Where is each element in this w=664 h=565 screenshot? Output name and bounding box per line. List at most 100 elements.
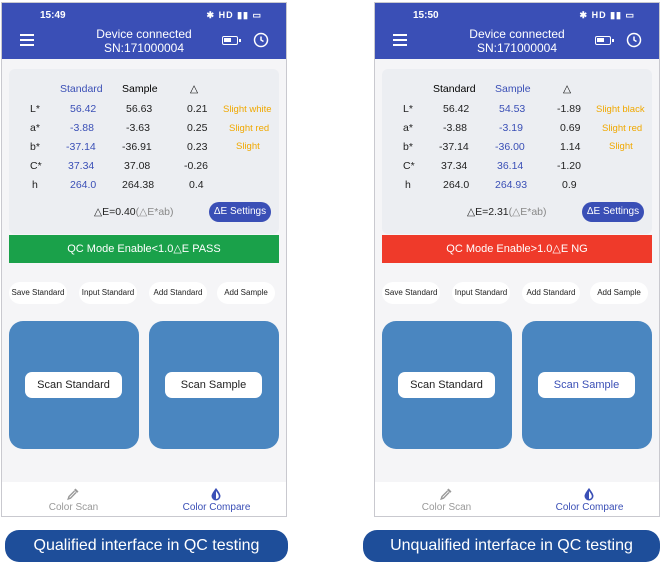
standard-value: -37.14	[66, 141, 96, 153]
nav-color-scan[interactable]: Color Scan	[375, 482, 518, 516]
eyedropper-icon	[67, 488, 79, 501]
delta-e-unit: (△E*ab)	[508, 206, 547, 218]
delta-e-readout: △E=0.40(△E*ab)	[94, 206, 174, 218]
standard-value: 37.34	[68, 160, 95, 172]
row-label: L*	[403, 103, 413, 115]
status-bar: 15:49 ✱ HD ▮▮ ▭	[2, 8, 286, 22]
add-sample-button[interactable]: Add Sample	[590, 282, 648, 304]
column-header-delta: △	[563, 83, 572, 95]
scan-standard-button[interactable]: Scan Standard	[25, 372, 122, 398]
delta-value: 1.14	[560, 141, 581, 153]
scan-sample-tile[interactable]: Scan Sample	[522, 321, 652, 449]
sample-value: 264.93	[495, 179, 528, 191]
nav-color-scan[interactable]: Color Scan	[2, 482, 145, 516]
sample-value: 56.63	[126, 103, 153, 115]
clock-icon[interactable]	[626, 32, 642, 48]
qc-result-banner: QC Mode Enable>1.0△E NG	[382, 235, 652, 263]
sample-value: -3.63	[126, 122, 150, 134]
standard-value: 56.42	[443, 103, 470, 115]
eyedropper-icon	[440, 488, 452, 501]
standard-value: -37.14	[439, 141, 469, 153]
standard-value: 264.0	[70, 179, 97, 191]
clock-icon[interactable]	[253, 32, 269, 48]
status-time: 15:50	[413, 10, 439, 21]
status-bar: 15:50 ✱ HD ▮▮ ▭	[375, 8, 659, 22]
input-standard-button[interactable]: Input Standard	[452, 282, 510, 304]
input-standard-button[interactable]: Input Standard	[79, 282, 137, 304]
bottom-navigation: Color Scan Color Compare	[2, 482, 286, 516]
nav-color-compare[interactable]: Color Compare	[145, 482, 286, 516]
row-label: a*	[403, 122, 413, 134]
phone-screen-unqualified: 15:50 ✱ HD ▮▮ ▭ Device connected SN:1710…	[374, 2, 660, 517]
scan-sample-button[interactable]: Scan Sample	[165, 372, 262, 398]
delta-value: 0.9	[562, 179, 577, 191]
save-standard-button[interactable]: Save Standard	[9, 282, 67, 304]
caption-unqualified: Unqualified interface in QC testing	[363, 530, 660, 562]
save-standard-button[interactable]: Save Standard	[382, 282, 440, 304]
sample-value: -36.91	[122, 141, 152, 153]
delta-e-unit: (△E*ab)	[135, 206, 174, 218]
standard-value: 264.0	[443, 179, 470, 191]
color-drop-icon	[584, 488, 594, 501]
row-label: C*	[403, 160, 415, 172]
delta-value: 0.4	[189, 179, 204, 191]
delta-value: 0.23	[187, 141, 208, 153]
nav-color-compare[interactable]: Color Compare	[518, 482, 659, 516]
system-status-icons: ✱ HD ▮▮ ▭	[206, 10, 262, 20]
scan-sample-button[interactable]: Scan Sample	[538, 372, 635, 398]
color-drop-icon	[211, 488, 221, 501]
delta-e-readout: △E=2.31(△E*ab)	[467, 206, 547, 218]
add-standard-button[interactable]: Add Standard	[149, 282, 207, 304]
row-label: h	[32, 179, 38, 191]
nav-label-color-compare: Color Compare	[555, 502, 624, 513]
nav-label-color-scan: Color Scan	[48, 502, 99, 513]
delta-e-settings-button[interactable]: ΔE Settings	[209, 202, 271, 222]
nav-label-color-scan: Color Scan	[421, 502, 472, 513]
color-difference-note: Slight red	[602, 123, 643, 134]
row-label: h	[405, 179, 411, 191]
column-header-sample: Sample	[122, 83, 158, 95]
status-time: 15:49	[40, 10, 66, 21]
delta-e-settings-button[interactable]: ΔE Settings	[582, 202, 644, 222]
connection-status: Device connected	[469, 27, 565, 41]
column-header-delta: △	[190, 83, 199, 95]
column-header-sample: Sample	[495, 83, 531, 95]
sample-value: 54.53	[499, 103, 526, 115]
add-sample-button[interactable]: Add Sample	[217, 282, 275, 304]
delta-value: 0.25	[187, 122, 208, 134]
delta-value: -0.26	[184, 160, 208, 172]
connection-status: Device connected	[96, 27, 192, 41]
action-button-row: Save Standard Input Standard Add Standar…	[375, 282, 659, 304]
row-label: b*	[30, 141, 40, 153]
scan-standard-tile[interactable]: Scan Standard	[382, 321, 512, 449]
system-status-icons: ✱ HD ▮▮ ▭	[579, 10, 635, 20]
battery-icon	[595, 36, 614, 45]
scan-standard-button[interactable]: Scan Standard	[398, 372, 495, 398]
device-serial: SN:171000004	[103, 41, 185, 55]
menu-icon[interactable]	[393, 34, 407, 46]
standard-value: -3.88	[443, 122, 467, 134]
scan-sample-tile[interactable]: Scan Sample	[149, 321, 279, 449]
scan-standard-tile[interactable]: Scan Standard	[9, 321, 139, 449]
row-label: L*	[30, 103, 40, 115]
delta-value: 0.21	[187, 103, 208, 115]
delta-e-value: △E=2.31	[467, 206, 509, 218]
delta-value: -1.20	[557, 160, 581, 172]
sample-value: 264.38	[122, 179, 155, 191]
row-label: C*	[30, 160, 42, 172]
color-difference-note: Slight	[609, 141, 633, 152]
standard-value: -3.88	[70, 122, 94, 134]
standard-value: 56.42	[70, 103, 97, 115]
standard-value: 37.34	[441, 160, 468, 172]
column-header-standard: Standard	[433, 83, 476, 95]
delta-value: 0.69	[560, 122, 581, 134]
row-label: a*	[30, 122, 40, 134]
column-header-standard: Standard	[60, 83, 103, 95]
sample-value: 37.08	[124, 160, 151, 172]
caption-qualified: Qualified interface in QC testing	[5, 530, 288, 562]
app-header: 15:50 ✱ HD ▮▮ ▭ Device connected SN:1710…	[375, 3, 659, 59]
color-difference-note: Slight red	[229, 123, 270, 134]
add-standard-button[interactable]: Add Standard	[522, 282, 580, 304]
menu-icon[interactable]	[20, 34, 34, 46]
